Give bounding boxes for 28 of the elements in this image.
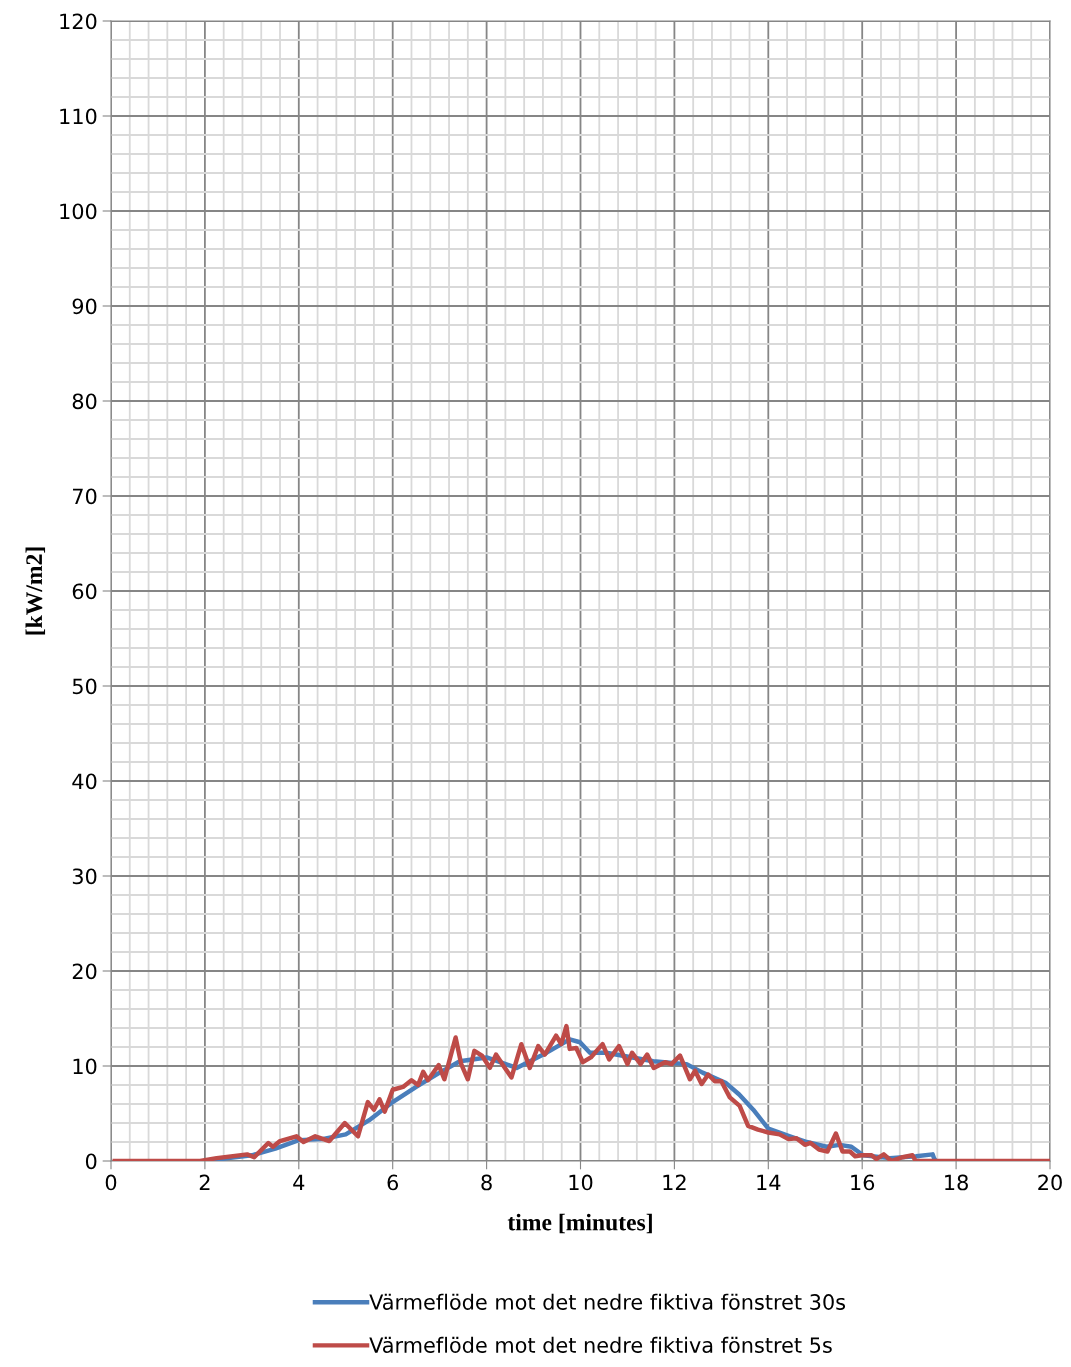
x-tick-label: 2 bbox=[199, 1174, 210, 1191]
y-tick-label: 120 bbox=[60, 13, 97, 30]
y-tick-label: 30 bbox=[72, 868, 97, 885]
x-tick-label: 0 bbox=[105, 1174, 117, 1191]
y-tick-label: 80 bbox=[72, 393, 97, 410]
y-tick-label: 40 bbox=[72, 773, 97, 790]
y-tick-label: 10 bbox=[73, 1058, 97, 1075]
legend-label: Värmeflöde mot det nedre fiktiva fönstret 5s bbox=[369, 1336, 832, 1353]
x-tick-label: 4 bbox=[293, 1174, 305, 1191]
y-tick-label: 90 bbox=[72, 298, 97, 315]
x-tick-label: 8 bbox=[481, 1174, 492, 1191]
x-tick-label: 10 bbox=[569, 1174, 593, 1191]
x-tick-label: 20 bbox=[1038, 1174, 1062, 1191]
y-tick-label: 20 bbox=[72, 963, 97, 980]
x-axis-title: time [minutes] bbox=[507, 1213, 652, 1234]
y-axis-title: [kW/m2] bbox=[25, 547, 46, 635]
x-tick-label: 6 bbox=[387, 1174, 399, 1191]
y-tick-label: 60 bbox=[72, 583, 97, 600]
x-tick-label: 18 bbox=[945, 1174, 968, 1191]
y-tick-label: 0 bbox=[85, 1153, 97, 1170]
x-tick-label: 12 bbox=[663, 1174, 686, 1191]
x-tick-label: 14 bbox=[757, 1174, 781, 1191]
y-tick-label: 50 bbox=[72, 678, 97, 695]
y-tick-label: 70 bbox=[73, 488, 97, 505]
y-tick-label: 100 bbox=[60, 203, 97, 220]
x-tick-label: 16 bbox=[851, 1174, 875, 1191]
legend-label: Värmeflöde mot det nedre fiktiva fönstret 30s bbox=[369, 1293, 846, 1310]
y-tick-label: 110 bbox=[60, 108, 97, 125]
